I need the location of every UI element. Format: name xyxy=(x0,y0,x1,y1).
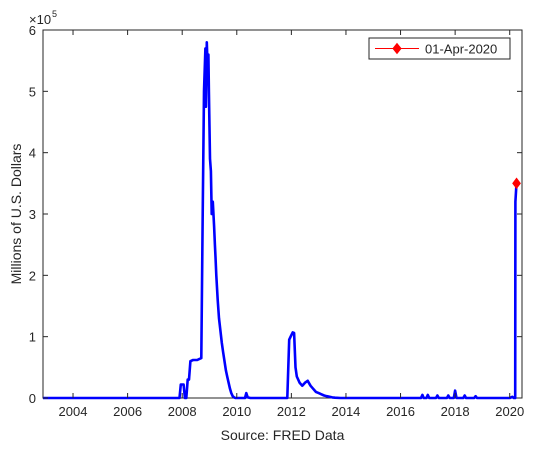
plot-frame xyxy=(42,29,523,399)
data-layer xyxy=(43,40,521,400)
y-tick-label: 4 xyxy=(29,146,36,161)
legend-box xyxy=(368,37,511,60)
legend: 01-Apr-2020 xyxy=(368,37,511,60)
x-tick-label: 2018 xyxy=(441,404,470,419)
plot-area-border xyxy=(42,29,523,399)
x-tick-label: 2008 xyxy=(168,404,197,419)
y-exponent-power: 5 xyxy=(52,9,57,19)
legend-entry-label: 01-Apr-2020 xyxy=(425,42,497,57)
y-tick-label: 3 xyxy=(29,207,36,222)
x-axis-label: Source: FRED Data xyxy=(221,427,345,443)
y-tick-label: 6 xyxy=(29,23,36,38)
legend-diamond-marker xyxy=(392,42,402,55)
x-tick-label: 2014 xyxy=(331,404,360,419)
y-tick-label: 0 xyxy=(29,391,36,406)
y-exponent-base: ×10 xyxy=(29,12,51,27)
y-axis-label: Millions of U.S. Dollars xyxy=(8,144,24,285)
x-tick-label: 2004 xyxy=(59,404,88,419)
x-tick-label: 2016 xyxy=(386,404,415,419)
y-tick-label: 2 xyxy=(29,268,36,283)
highlight-point-marker xyxy=(512,177,521,190)
y-tick-label: 5 xyxy=(29,84,36,99)
x-tick-label: 2010 xyxy=(222,404,251,419)
tick-layer: 2004 2006 2008 2010 2012 2014 2016 2018 2020 0 1 2 3… xyxy=(29,23,524,419)
x-tick-label: 2006 xyxy=(113,404,142,419)
x-tick-label: 2020 xyxy=(495,404,524,419)
y-tick-label: 1 xyxy=(29,330,36,345)
x-tick-label: 2012 xyxy=(277,404,306,419)
series-line xyxy=(43,40,518,400)
